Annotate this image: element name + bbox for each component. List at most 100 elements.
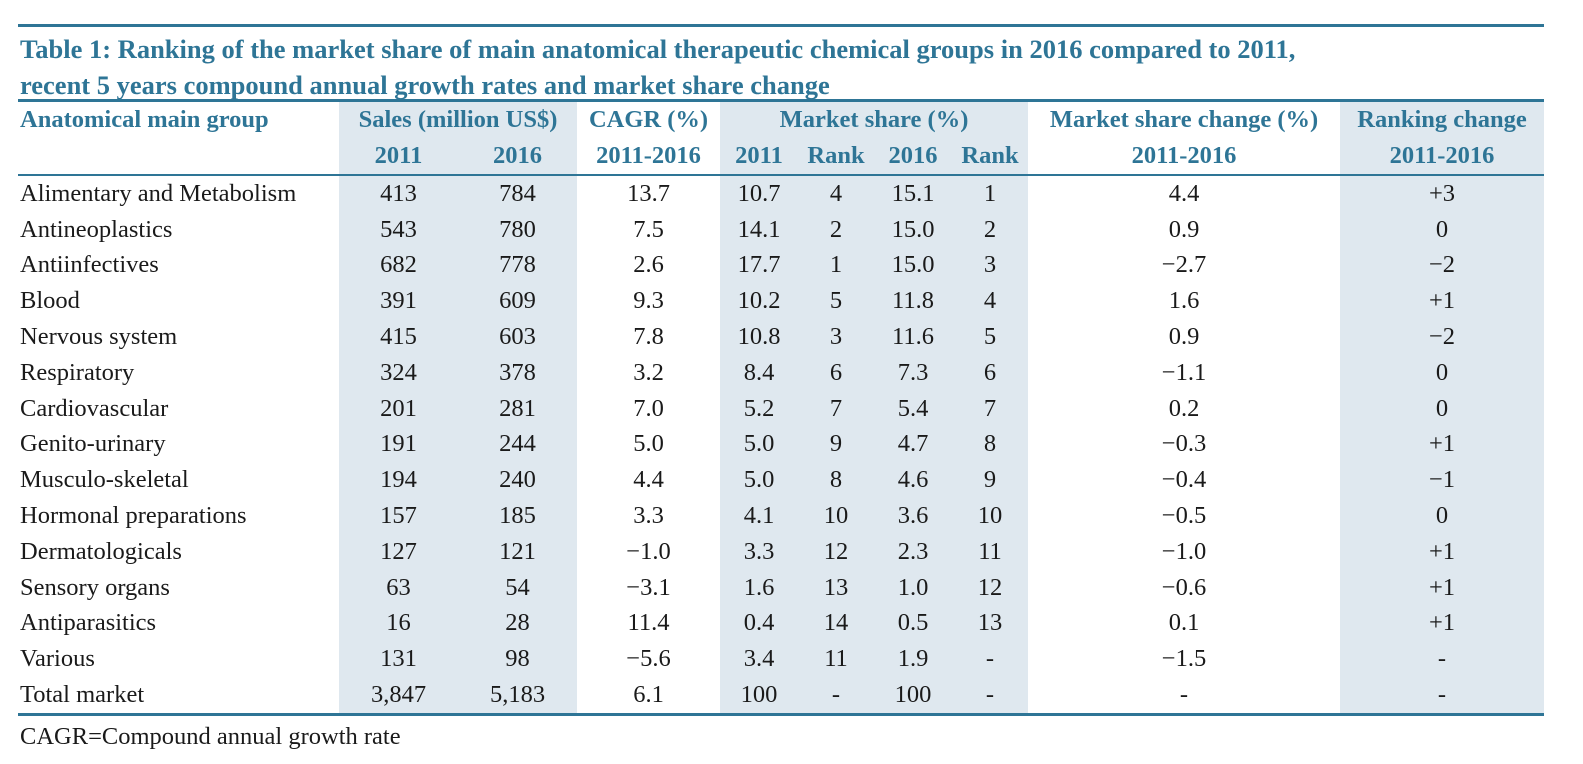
cell-ms-2016: 5.4: [874, 390, 952, 427]
cell-sales-2011: 324: [339, 354, 458, 391]
cell-cagr: 7.0: [633, 394, 664, 422]
cell-ms-rank-2011: 6: [798, 354, 874, 391]
cell-sales-2016: 784: [458, 175, 577, 212]
cell-ms-2016: 7.3: [874, 354, 952, 391]
cell-sales-2011: 201: [339, 390, 458, 427]
cell-sales-2016: 609: [458, 283, 577, 320]
header-cagr-period: 2011-2016: [577, 138, 720, 176]
header-cagr: CAGR (%): [588, 106, 709, 133]
cell-group-name: Alimentary and Metabolism: [20, 179, 297, 207]
cell-cagr: 6.1: [577, 677, 720, 716]
cell-ms-change: 4.4: [1168, 179, 1200, 207]
cell-sales-2011: 194: [339, 462, 458, 499]
cell-ms-rank-2011: 5: [798, 283, 874, 320]
table-row: Genito-urinary 191 244 5.0 5.0 9 4.7 8 −0.3 +1: [18, 426, 1545, 463]
cell-sales-2011: 157: [339, 498, 458, 534]
cell-sales-2016: 185: [458, 498, 577, 534]
cell-ms-rank-2016: 3: [952, 247, 1029, 284]
header-ms-2016: 2016: [874, 138, 952, 176]
cell-rank-change: 0: [1340, 390, 1545, 427]
cell-ms-rank-2011: 10: [798, 498, 874, 534]
cell-sales-2011: 415: [339, 319, 458, 355]
header-sales-2011: 2011: [339, 138, 458, 176]
cell-ms-rank-2011: 1: [798, 247, 874, 284]
header-row-1: Anatomical main group Sales (million US$…: [18, 102, 1545, 138]
cell-sales-2016: 244: [458, 426, 577, 463]
header-market-share: Market share (%): [720, 102, 1029, 138]
header-ms-change: Market share change (%): [1049, 106, 1319, 133]
header-sales-2016: 2016: [458, 138, 577, 176]
table-row: Antineoplastics 543 780 7.5 14.1 2 15.0 2 0.9 0: [18, 211, 1545, 248]
cell-ms-change: −1.0: [1161, 537, 1207, 565]
cell-sales-2016: 5,183: [458, 677, 577, 716]
cell-ms-2016: 4.7: [874, 426, 952, 463]
cell-sales-2011: 391: [339, 283, 458, 320]
cell-ms-2016: 4.6: [874, 462, 952, 499]
cell-ms-rank-2016: 11: [952, 533, 1029, 570]
table-row: Antiparasitics 16 28 11.4 0.4 14 0.5 13 0.1 +1: [18, 605, 1545, 642]
cell-sales-2016: 28: [458, 605, 577, 642]
cell-cagr: 7.5: [633, 215, 664, 243]
header-ms-2011: 2011: [720, 138, 798, 176]
cell-sales-2016: 780: [458, 211, 577, 248]
cell-ms-2016: 0.5: [874, 605, 952, 642]
cell-group-name: Various: [20, 645, 95, 673]
cell-ms-change: −0.6: [1161, 573, 1207, 601]
cell-rank-change: +1: [1340, 426, 1545, 463]
cell-rank-change: 0: [1340, 354, 1545, 391]
footnote: CAGR=Compound annual growth rate: [20, 722, 401, 750]
cell-ms-rank-2011: 9: [798, 426, 874, 463]
cell-cagr: 11.4: [627, 609, 670, 637]
table-title-line1: Table 1: Ranking of the market share of …: [20, 34, 1296, 64]
cell-sales-2016: 98: [458, 641, 577, 678]
cell-ms-2016: 11.6: [874, 319, 952, 355]
cell-sales-2011: 543: [339, 211, 458, 248]
cell-sales-2011: 3,847: [339, 677, 458, 716]
cell-ms-change: −0.5: [1161, 502, 1207, 530]
table-title-line2: recent 5 years compound annual growth ra…: [20, 70, 830, 100]
cell-cagr: 2.6: [633, 251, 664, 279]
cell-rank-change: +1: [1340, 569, 1545, 606]
cell-cagr: 4.4: [633, 466, 664, 494]
cell-sales-2016: 378: [458, 354, 577, 391]
cell-cagr: 13.7: [627, 179, 670, 207]
cell-sales-2016: 121: [458, 533, 577, 570]
cell-ms-rank-2011: -: [798, 677, 874, 716]
cell-ms-rank-2011: 13: [798, 569, 874, 606]
cell-ms-2011: 5.2: [720, 390, 798, 427]
cell-cagr: −1.0: [626, 537, 671, 565]
cell-ms-rank-2011: 11: [798, 641, 874, 678]
cell-ms-rank-2011: 7: [798, 390, 874, 427]
cell-ms-change: -: [1028, 677, 1341, 716]
cell-ms-rank-2016: 13: [952, 605, 1029, 642]
cell-ms-change: −2.7: [1161, 251, 1207, 279]
cell-ms-rank-2016: 1: [952, 175, 1029, 212]
header-rule: [18, 99, 1544, 102]
table-row: Cardiovascular 201 281 7.0 5.2 7 5.4 7 0.2 0: [18, 390, 1545, 427]
header-sales: Sales (million US$): [339, 102, 577, 138]
cell-sales-2016: 240: [458, 462, 577, 499]
cell-cagr: 9.3: [633, 287, 664, 315]
cell-ms-rank-2016: 4: [952, 283, 1029, 320]
cell-sales-2011: 63: [339, 569, 458, 606]
cell-group-name: Antiinfectives: [20, 251, 159, 279]
cell-ms-rank-2016: 10: [952, 498, 1029, 534]
header-ms-rank-2011: Rank: [798, 138, 874, 176]
table-row: Dermatologicals 127 121 −1.0 3.3 12 2.3 11 −1.0 +…: [18, 533, 1545, 570]
cell-rank-change: −1: [1340, 462, 1545, 499]
cell-group-name: Blood: [20, 287, 80, 315]
cell-ms-change: 1.6: [1168, 287, 1200, 315]
header-rank-change: Ranking change: [1340, 102, 1545, 138]
cell-ms-change: −0.4: [1161, 466, 1207, 494]
cell-ms-2016: 100: [874, 677, 952, 716]
cell-sales-2011: 16: [339, 605, 458, 642]
table-row: Respiratory 324 378 3.2 8.4 6 7.3 6 −1.1 0: [18, 354, 1545, 391]
cell-sales-2011: 131: [339, 641, 458, 678]
cell-ms-rank-2011: 4: [798, 175, 874, 212]
cell-ms-2016: 2.3: [874, 533, 952, 570]
data-table: Anatomical main group Sales (million US$…: [18, 102, 1545, 716]
cell-group-name: Dermatologicals: [20, 537, 182, 565]
cell-ms-2011: 100: [720, 677, 798, 716]
cell-ms-2016: 15.0: [874, 247, 952, 284]
cell-ms-2011: 10.7: [720, 175, 798, 212]
